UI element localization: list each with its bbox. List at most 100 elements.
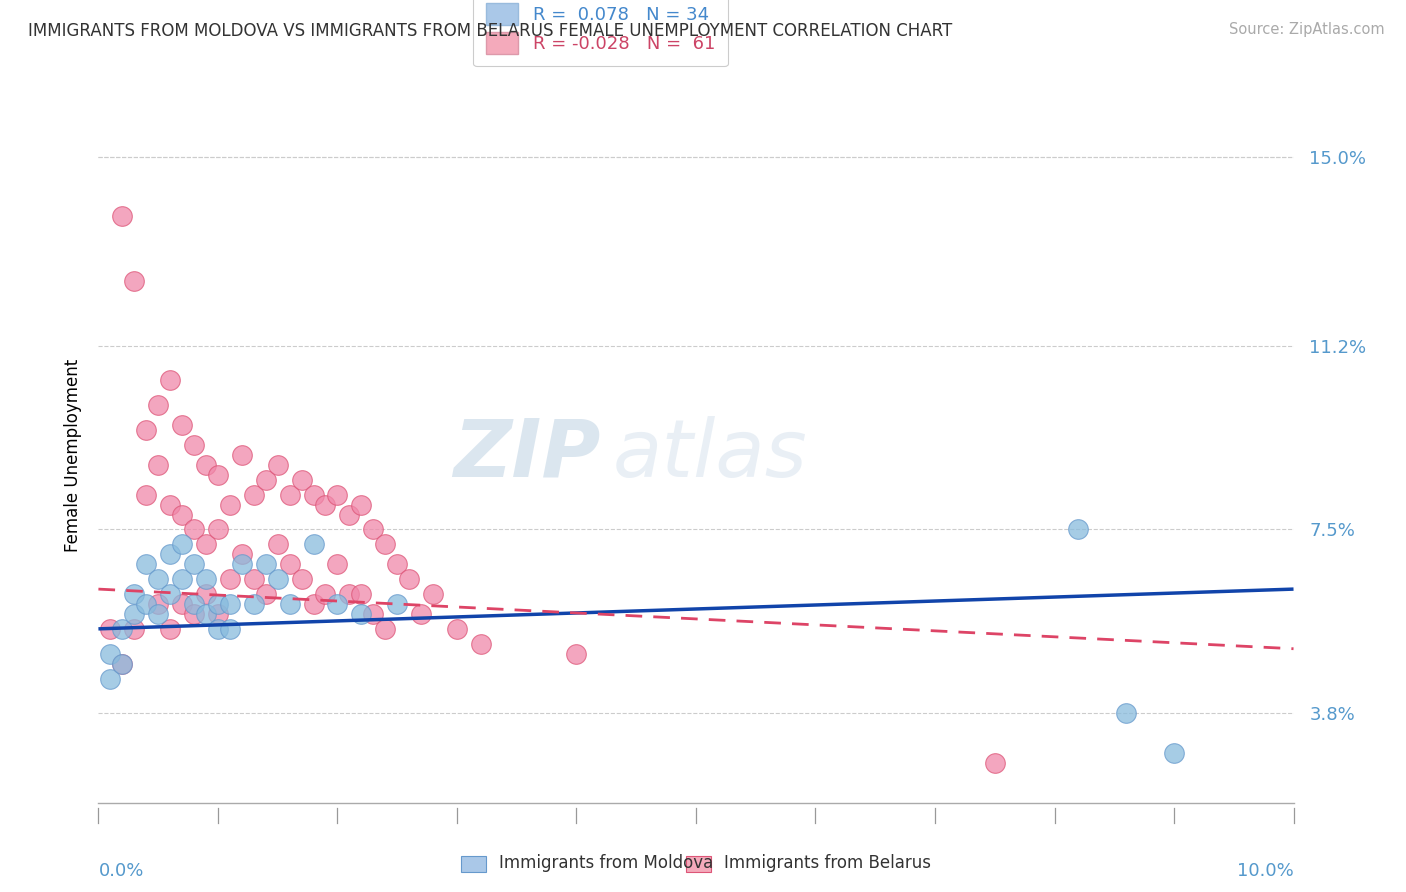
Text: Immigrants from Belarus: Immigrants from Belarus: [724, 855, 931, 872]
Point: [111, 657, 134, 671]
Point: [124, 607, 146, 621]
Point: [470, 637, 492, 651]
Point: [159, 622, 181, 636]
Point: [183, 523, 205, 537]
Point: [278, 488, 301, 502]
Point: [183, 558, 205, 572]
Point: [326, 558, 349, 572]
Point: [278, 597, 301, 611]
Point: [148, 572, 170, 586]
Point: [350, 607, 373, 621]
Point: [194, 458, 218, 472]
Point: [148, 458, 170, 472]
Point: [1067, 523, 1090, 537]
Point: [219, 572, 242, 586]
Point: [302, 597, 325, 611]
Point: [302, 537, 325, 551]
Point: [172, 597, 194, 611]
Point: [124, 622, 146, 636]
Point: [385, 558, 409, 572]
Point: [385, 597, 409, 611]
Point: [363, 607, 385, 621]
Point: [267, 458, 290, 472]
Point: [231, 547, 253, 561]
Bar: [461, 856, 486, 872]
Point: [159, 547, 181, 561]
Point: [207, 597, 229, 611]
Point: [172, 508, 194, 522]
Text: 10.0%: 10.0%: [1237, 863, 1294, 880]
Point: [254, 558, 277, 572]
Point: [278, 558, 301, 572]
Text: atlas: atlas: [612, 416, 807, 494]
Point: [398, 572, 420, 586]
Point: [148, 398, 170, 412]
Point: [194, 607, 218, 621]
Point: [339, 587, 360, 601]
Point: [326, 488, 349, 502]
Point: [219, 597, 242, 611]
Point: [446, 622, 468, 636]
Point: [207, 523, 229, 537]
Point: [148, 597, 170, 611]
Point: [98, 647, 122, 661]
Point: [422, 587, 444, 601]
Point: [1115, 706, 1137, 721]
Point: [159, 587, 181, 601]
Point: [302, 488, 325, 502]
Point: [159, 498, 181, 512]
Point: [243, 488, 266, 502]
Point: [207, 467, 229, 482]
Point: [565, 647, 588, 661]
Point: [219, 622, 242, 636]
Point: [194, 587, 218, 601]
Text: IMMIGRANTS FROM MOLDOVA VS IMMIGRANTS FROM BELARUS FEMALE UNEMPLOYMENT CORRELATI: IMMIGRANTS FROM MOLDOVA VS IMMIGRANTS FR…: [28, 22, 952, 40]
Point: [98, 622, 122, 636]
Point: [363, 523, 385, 537]
Point: [231, 448, 253, 462]
Point: [183, 438, 205, 452]
Point: [159, 373, 181, 387]
Point: [194, 572, 218, 586]
Point: [315, 498, 337, 512]
Point: [98, 672, 122, 686]
Point: [219, 498, 242, 512]
Point: [111, 657, 134, 671]
Bar: [686, 856, 711, 872]
Point: [983, 756, 1005, 770]
Point: [254, 587, 277, 601]
Point: [111, 622, 134, 636]
Point: [254, 473, 277, 487]
Point: [243, 597, 266, 611]
Point: [243, 572, 266, 586]
Point: [124, 587, 146, 601]
Point: [148, 607, 170, 621]
Point: [290, 572, 312, 586]
Text: ZIP: ZIP: [453, 416, 600, 494]
Point: [231, 558, 253, 572]
Point: [111, 210, 134, 224]
Point: [135, 488, 157, 502]
Point: [374, 622, 396, 636]
Point: [172, 418, 194, 433]
Y-axis label: Female Unemployment: Female Unemployment: [63, 359, 82, 551]
Point: [172, 572, 194, 586]
Point: [172, 537, 194, 551]
Point: [267, 537, 290, 551]
Point: [183, 597, 205, 611]
Legend: R =  0.078   N = 34, R = -0.028   N =  61: R = 0.078 N = 34, R = -0.028 N = 61: [472, 0, 728, 67]
Point: [326, 597, 349, 611]
Point: [1163, 746, 1185, 760]
Point: [124, 274, 146, 288]
Point: [183, 607, 205, 621]
Point: [135, 423, 157, 437]
Point: [290, 473, 312, 487]
Point: [194, 537, 218, 551]
Text: Immigrants from Moldova: Immigrants from Moldova: [499, 855, 713, 872]
Text: Source: ZipAtlas.com: Source: ZipAtlas.com: [1229, 22, 1385, 37]
Text: 0.0%: 0.0%: [98, 863, 143, 880]
Point: [350, 498, 373, 512]
Point: [374, 537, 396, 551]
Point: [267, 572, 290, 586]
Point: [135, 558, 157, 572]
